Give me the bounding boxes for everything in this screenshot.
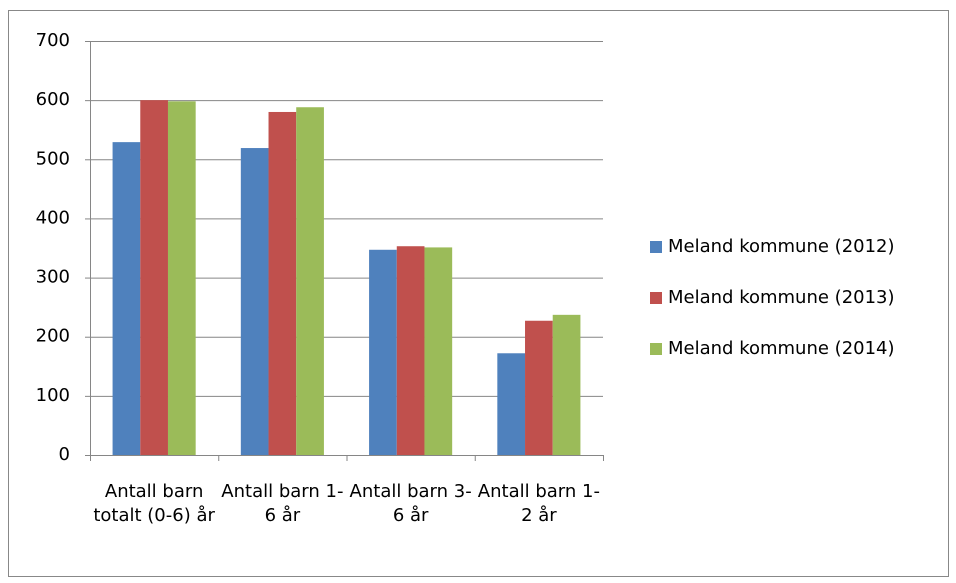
y-tick-label: 100: [36, 385, 70, 406]
legend-swatch: [650, 292, 662, 304]
y-tick-label: 0: [59, 444, 70, 465]
x-tick-label: Antall barn 3-6 år: [349, 481, 472, 526]
bar: [497, 353, 526, 455]
x-tick-label: Antall barn 1-6 år: [221, 481, 344, 526]
y-tick-label: 400: [36, 207, 70, 228]
bar: [552, 314, 581, 455]
x-tick-label: Antall barn 1-2 år: [477, 481, 600, 526]
bar: [140, 100, 168, 456]
bar: [525, 320, 553, 455]
x-tick-label: Antall barn totalt (0-6) år: [93, 481, 215, 526]
bar: [268, 111, 297, 455]
bar: [396, 246, 425, 455]
bar: [112, 142, 141, 456]
bar: [240, 148, 269, 455]
legend-label: Meland kommune (2012): [668, 236, 895, 257]
bar: [167, 101, 196, 455]
legend-swatch: [650, 343, 662, 355]
legend-label: Meland kommune (2013): [668, 287, 895, 308]
y-tick-label: 200: [36, 326, 70, 347]
legend-label: Meland kommune (2014): [668, 338, 895, 359]
bar: [369, 249, 397, 455]
bar: [296, 107, 324, 456]
y-tick-label: 700: [36, 30, 70, 51]
y-tick-label: 500: [36, 148, 70, 169]
bar: [424, 247, 453, 455]
legend-swatch: [650, 241, 662, 253]
y-tick-label: 600: [36, 89, 70, 110]
y-tick-label: 300: [36, 267, 70, 288]
